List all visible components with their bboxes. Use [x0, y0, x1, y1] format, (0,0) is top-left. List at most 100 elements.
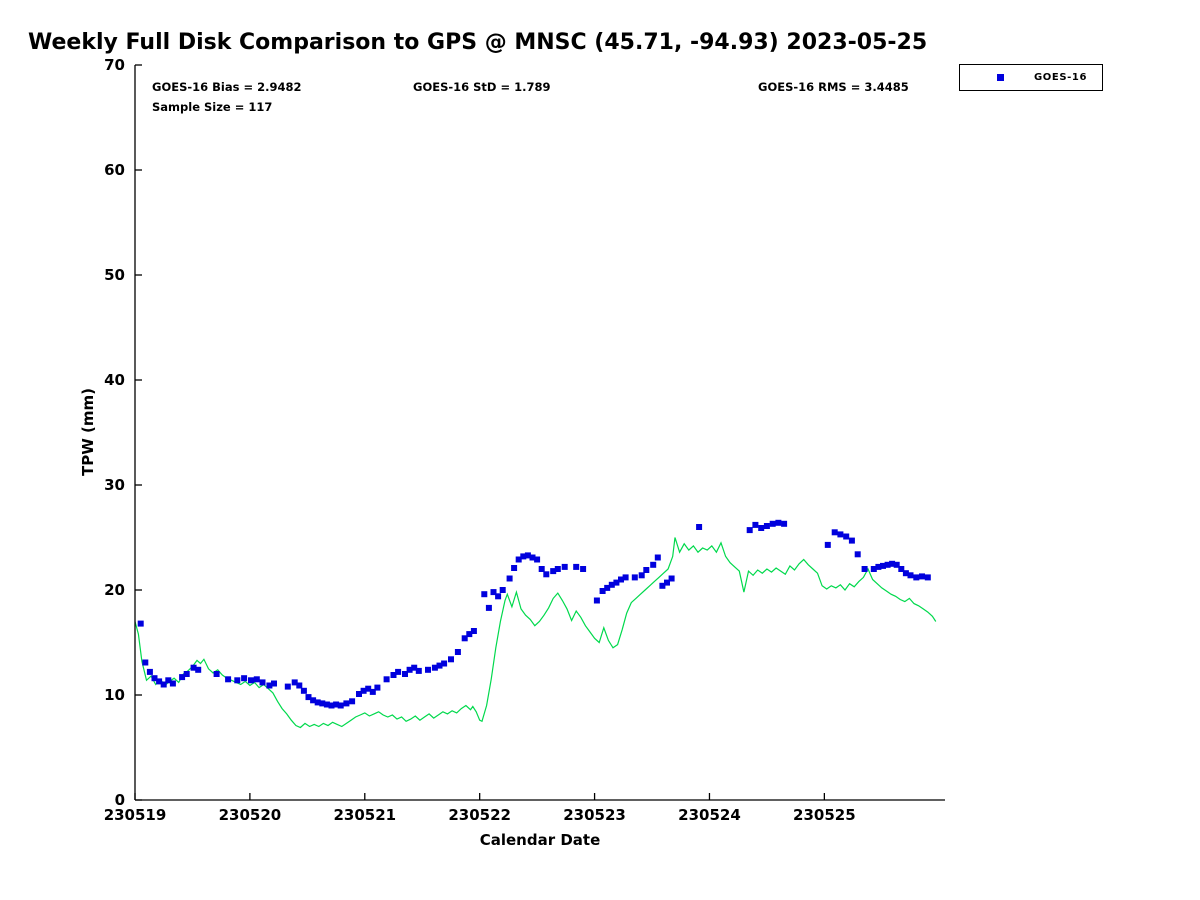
goes16-point: [654, 554, 661, 561]
goes16-point: [746, 527, 753, 534]
goes16-point: [369, 688, 376, 695]
goes16-point: [266, 682, 273, 689]
goes16-point: [169, 680, 176, 687]
goes16-point: [534, 556, 541, 563]
goes16-point: [870, 566, 877, 572]
goes16-point: [506, 575, 513, 582]
goes16-point: [543, 571, 550, 578]
goes16-point: [843, 533, 850, 540]
goes16-point: [291, 679, 298, 686]
goes16-point: [538, 566, 545, 572]
goes16-point: [284, 683, 291, 690]
goes16-point: [758, 525, 765, 531]
goes16-point: [643, 567, 650, 573]
goes16-point: [319, 700, 326, 707]
goes16-point: [898, 566, 905, 572]
goes16-point: [248, 677, 254, 684]
goes16-point: [490, 589, 497, 596]
goes16-point: [529, 554, 536, 561]
goes16-point: [495, 593, 502, 600]
sample-size-annotation: Sample Size = 117: [152, 100, 273, 114]
goes16-point: [271, 680, 277, 687]
goes16-point: [608, 581, 615, 588]
goes16-point: [696, 524, 703, 530]
goes16-point: [328, 702, 335, 709]
goes16-point: [436, 662, 443, 669]
goes16-point: [593, 597, 600, 604]
goes16-point: [638, 572, 645, 579]
goes16-point: [875, 563, 882, 570]
goes16-point: [668, 575, 675, 582]
goes16-point: [481, 591, 488, 598]
goes16-point: [884, 561, 891, 568]
goes16-point: [225, 676, 232, 683]
goes16-point: [924, 574, 931, 581]
goes16-point: [769, 520, 776, 527]
goes16-point: [253, 676, 260, 683]
goes16-point: [310, 697, 317, 704]
goes16-point: [599, 588, 606, 594]
x-axis-label: Calendar Date: [479, 831, 601, 849]
goes16-point: [919, 573, 925, 580]
goes16-point: [854, 551, 861, 558]
goes16-point: [573, 563, 580, 570]
goes16-point: [431, 664, 438, 671]
goes16-point: [515, 556, 522, 563]
x-tick-label: 230525: [793, 806, 856, 824]
goes16-point: [831, 529, 838, 536]
x-tick-label: 230521: [333, 806, 396, 824]
goes16-point: [775, 519, 782, 526]
goes16-point: [613, 579, 620, 586]
goes16-point: [349, 698, 356, 705]
goes16-point: [343, 700, 350, 707]
goes16-point: [259, 679, 266, 686]
x-tick-label: 230522: [448, 806, 511, 824]
goes16-point: [314, 699, 321, 706]
goes16-point: [659, 582, 666, 589]
legend-label: GOES-16: [1034, 72, 1088, 83]
goes16-point: [300, 687, 307, 694]
goes16-point: [402, 671, 408, 677]
x-tick-label: 230520: [219, 806, 282, 824]
goes16-point: [234, 677, 241, 684]
goes16-point: [146, 668, 153, 675]
goes16-point: [365, 685, 372, 692]
goes16-point: [763, 523, 770, 529]
goes16-legend-marker-icon: [997, 74, 1004, 81]
y-axis-label: TPW (mm): [79, 388, 97, 476]
goes16-point: [580, 566, 587, 572]
y-tick-label: 50: [104, 266, 125, 284]
goes16-point: [406, 666, 413, 673]
std-annotation: GOES-16 StD = 1.789: [413, 80, 551, 94]
goes16-point: [781, 520, 788, 527]
goes16-point: [383, 676, 390, 683]
goes16-point: [142, 659, 149, 666]
gps-line: [134, 537, 937, 729]
rms-annotation: GOES-16 RMS = 3.4485: [758, 80, 909, 94]
goes16-point: [889, 560, 896, 567]
goes16-point: [848, 537, 855, 544]
goes16-point: [190, 664, 197, 671]
goes16-point: [664, 579, 670, 586]
bias-annotation: GOES-16 Bias = 2.9482: [152, 80, 302, 94]
goes16-point: [448, 656, 454, 663]
goes16-point: [470, 628, 477, 634]
y-tick-label: 20: [104, 581, 125, 599]
goes16-point: [604, 584, 611, 591]
goes16-point: [415, 667, 422, 674]
goes16-point: [425, 666, 431, 673]
y-tick-label: 30: [104, 476, 125, 494]
x-tick-label: 230523: [563, 806, 626, 824]
goes16-point: [466, 631, 473, 638]
goes16-point: [337, 702, 344, 709]
legend: GOES-16: [959, 64, 1103, 91]
goes16-point: [499, 587, 506, 593]
goes16-point: [861, 566, 868, 572]
y-tick-label: 40: [104, 371, 125, 389]
goes16-point: [893, 561, 900, 568]
goes16-point: [650, 561, 657, 568]
goes16-point: [374, 684, 381, 691]
goes16-point: [333, 701, 340, 708]
